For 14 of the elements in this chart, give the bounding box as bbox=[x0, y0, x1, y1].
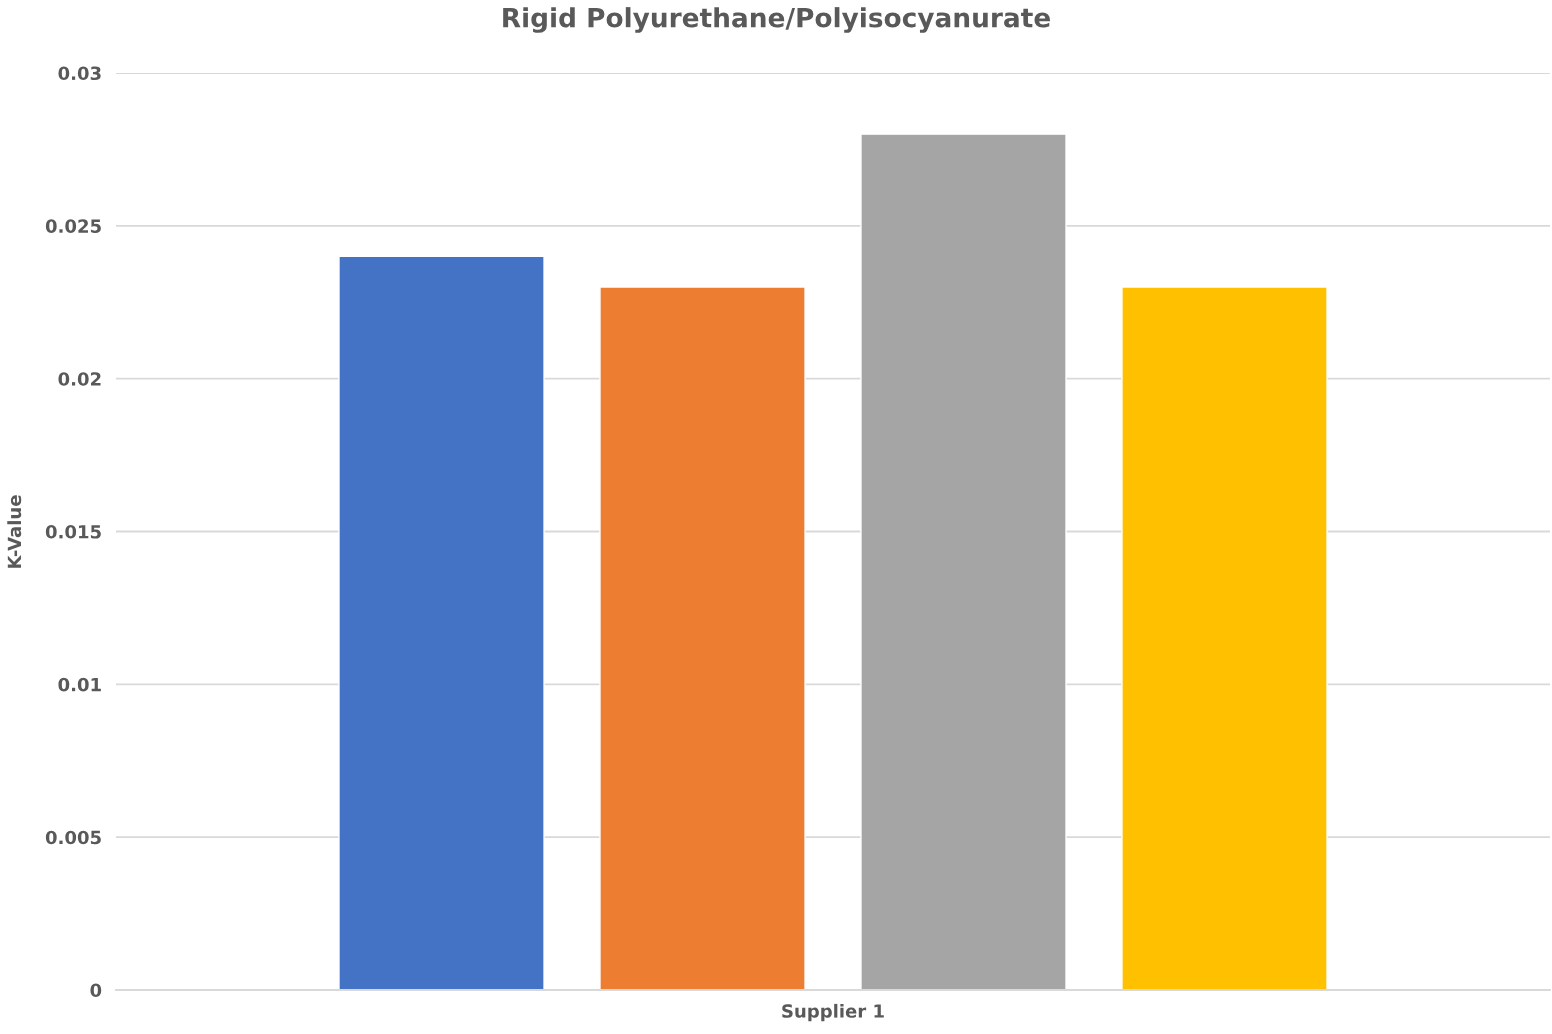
bar bbox=[1121, 286, 1328, 990]
bar bbox=[860, 133, 1067, 990]
chart-title: Rigid Polyurethane/Polyisocyanurate bbox=[503, 7, 1050, 33]
bar bbox=[599, 286, 806, 990]
y-tick-label: 0.02 bbox=[58, 372, 101, 386]
y-tick-label: 0.01 bbox=[58, 677, 101, 692]
x-tick-label: Supplier 1 bbox=[782, 1003, 884, 1022]
y-tick-label: 0.03 bbox=[58, 66, 101, 81]
bar bbox=[338, 255, 545, 990]
y-tick-label: 0.025 bbox=[45, 219, 101, 233]
y-tick-label: 0.015 bbox=[45, 524, 101, 539]
y-axis-title: K-Value bbox=[7, 495, 22, 568]
y-tick-label: 0.005 bbox=[45, 830, 101, 845]
y-tick-label: 0 bbox=[90, 983, 102, 998]
